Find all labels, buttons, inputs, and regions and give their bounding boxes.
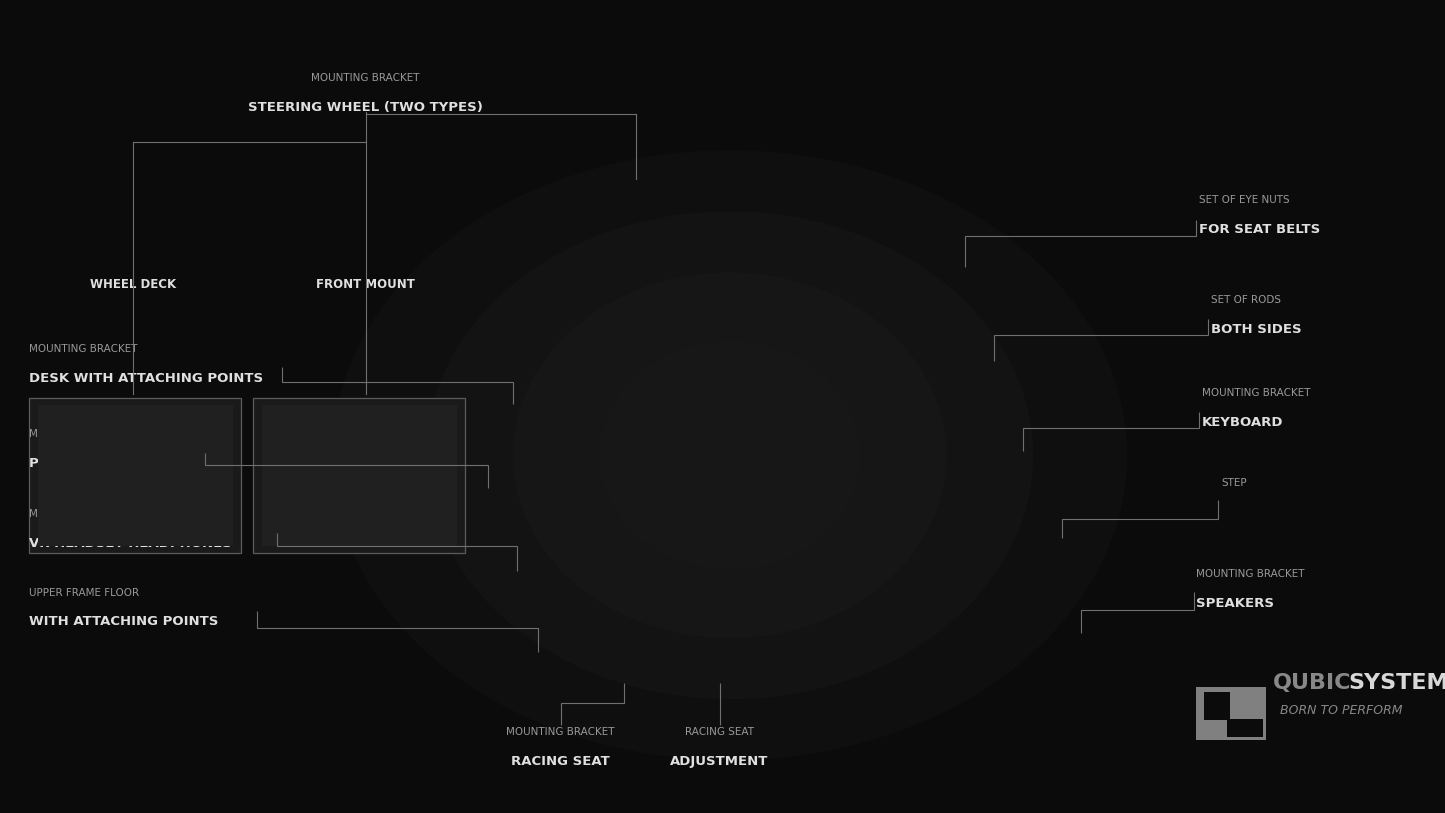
Text: MOUNTING BRACKET: MOUNTING BRACKET	[1196, 569, 1305, 579]
Text: UPPER FRAME FLOOR: UPPER FRAME FLOOR	[29, 588, 139, 598]
Text: MOUNTING BRACKET: MOUNTING BRACKET	[29, 509, 137, 519]
FancyBboxPatch shape	[253, 398, 465, 553]
Text: RACING SEAT: RACING SEAT	[685, 728, 754, 737]
Text: BORN TO PERFORM: BORN TO PERFORM	[1280, 704, 1403, 717]
Text: MOUNTING BRACKET: MOUNTING BRACKET	[1202, 389, 1311, 398]
Text: MOUNTING BRACKET: MOUNTING BRACKET	[29, 344, 137, 354]
Text: KEYBOARD: KEYBOARD	[1202, 416, 1283, 429]
FancyBboxPatch shape	[1227, 719, 1263, 737]
Ellipse shape	[332, 150, 1127, 760]
Text: VR HEADSET HEADPHONES: VR HEADSET HEADPHONES	[29, 537, 231, 550]
Ellipse shape	[513, 272, 946, 638]
Text: SET OF RODS: SET OF RODS	[1211, 295, 1280, 305]
FancyBboxPatch shape	[1204, 693, 1230, 720]
FancyBboxPatch shape	[29, 398, 241, 553]
Text: WHEEL DECK: WHEEL DECK	[90, 278, 176, 291]
Text: SPEAKERS: SPEAKERS	[1196, 597, 1274, 610]
Ellipse shape	[600, 341, 860, 569]
Ellipse shape	[426, 211, 1033, 699]
Text: BOTH SIDES: BOTH SIDES	[1211, 323, 1302, 336]
Text: MOUNTING BRACKET: MOUNTING BRACKET	[506, 728, 616, 737]
FancyBboxPatch shape	[38, 405, 233, 546]
Text: ADJUSTMENT: ADJUSTMENT	[670, 755, 769, 768]
Text: STEERING WHEEL (TWO TYPES): STEERING WHEEL (TWO TYPES)	[249, 101, 483, 114]
Text: SET OF EYE NUTS: SET OF EYE NUTS	[1199, 195, 1290, 205]
Text: MOUNTING BRACKET: MOUNTING BRACKET	[311, 73, 420, 83]
Text: SYSTEM: SYSTEM	[1348, 672, 1445, 693]
Text: PEDALS: PEDALS	[29, 457, 87, 470]
Text: RACING SEAT: RACING SEAT	[512, 755, 610, 768]
Text: FOR SEAT BELTS: FOR SEAT BELTS	[1199, 223, 1321, 236]
FancyBboxPatch shape	[262, 405, 457, 546]
FancyBboxPatch shape	[1196, 687, 1266, 740]
Text: STEP: STEP	[1221, 478, 1247, 488]
Text: DESK WITH ATTACHING POINTS: DESK WITH ATTACHING POINTS	[29, 372, 263, 385]
Text: FRONT MOUNT: FRONT MOUNT	[316, 278, 415, 291]
Text: MOUNTING BRACKET: MOUNTING BRACKET	[29, 429, 137, 439]
Text: WITH ATTACHING POINTS: WITH ATTACHING POINTS	[29, 615, 218, 628]
Text: QUBIC: QUBIC	[1273, 672, 1351, 693]
